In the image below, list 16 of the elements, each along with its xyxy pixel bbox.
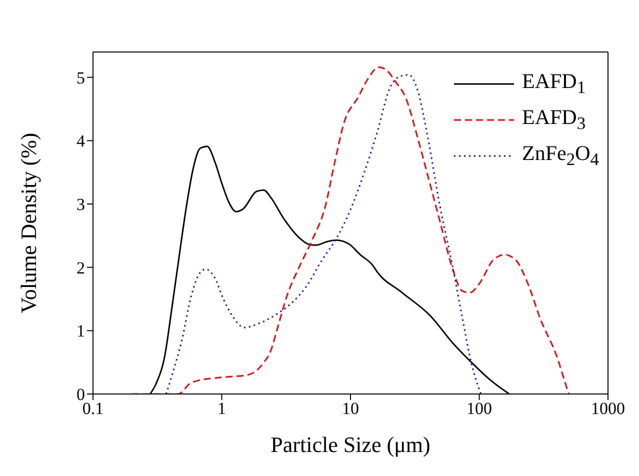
legend-label: EAFD$_{3}$	[522, 105, 586, 135]
y-tick-label: 5	[76, 68, 85, 88]
x-tick-label: 1000	[591, 399, 625, 418]
y-tick-label: 4	[76, 132, 86, 151]
x-tick-label: 10	[342, 399, 359, 418]
legend-label: ZnFe$_{2}$O$_{4}$	[522, 141, 599, 171]
x-tick-label: 1	[218, 399, 226, 418]
legend-label: EAFD$_{1}$	[522, 69, 586, 99]
x-tick-label: 100	[466, 399, 492, 418]
x-axis-title: Particle Size (μm)	[270, 432, 430, 457]
y-tick-label: 0	[76, 385, 85, 404]
y-tick-label: 2	[76, 258, 85, 278]
y-tick-label: 3	[76, 195, 85, 214]
y-tick-label: 1	[76, 322, 85, 341]
y-axis-title: Volume Density (%)	[16, 132, 41, 314]
x-tick-label: 0.1	[82, 399, 104, 418]
